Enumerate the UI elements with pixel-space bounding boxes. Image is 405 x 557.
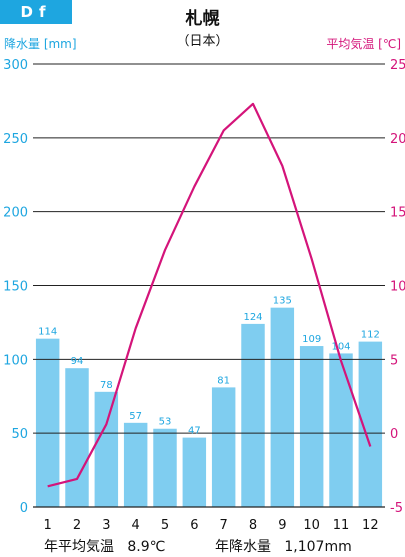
precip-bar-4	[123, 422, 148, 507]
x-tick-label: 4	[132, 518, 140, 533]
x-tick-label: 7	[220, 518, 228, 533]
precip-value-label: 81	[217, 375, 230, 386]
precip-bar-7	[211, 387, 236, 507]
right-tick-label: 0	[390, 427, 398, 442]
right-tick-label: 5	[390, 353, 398, 368]
precip-bar-12	[358, 341, 383, 507]
x-tick-label: 10	[303, 518, 320, 533]
precip-bar-5	[153, 428, 177, 507]
left-tick-label: 100	[3, 353, 28, 368]
precip-bar-9	[270, 307, 295, 507]
chart-subtitle: （日本）	[176, 34, 229, 49]
x-tick-label: 5	[161, 518, 169, 533]
left-tick-label: 150	[3, 280, 28, 295]
right-tick-label: 10	[390, 280, 405, 295]
precip-bar-11	[329, 353, 353, 507]
left-axis-label: 降水量 [mm]	[4, 37, 77, 51]
right-axis-label: 平均気温 [℃]	[326, 37, 401, 51]
precip-value-label: 47	[188, 426, 201, 437]
annual-precip-value: 1,107mm	[284, 539, 352, 555]
climate-type-label: Df	[20, 3, 52, 21]
left-tick-label: 250	[3, 132, 28, 147]
annual-temp-label: 年平均気温	[44, 539, 114, 555]
temperature-line	[47, 102, 372, 488]
annual-temp-value: 8.9℃	[127, 539, 166, 555]
precip-value-label: 109	[302, 334, 321, 345]
chart-title: 札幌	[185, 9, 220, 29]
precip-value-label: 124	[243, 312, 262, 323]
right-tick-label: 15	[390, 206, 405, 221]
annual-precip-label: 年降水量	[215, 539, 271, 555]
precip-bar-1	[35, 338, 60, 507]
right-tick-label: 25	[390, 58, 405, 73]
precip-value-label: 78	[100, 380, 113, 391]
precip-bar-8	[241, 323, 265, 507]
left-tick-label: 50	[11, 427, 28, 442]
precip-bar-2	[65, 368, 89, 507]
precip-value-label: 135	[273, 296, 292, 307]
precip-value-label: 94	[71, 356, 84, 367]
right-tick-label: 20	[390, 132, 405, 147]
precip-bar-3	[94, 391, 119, 507]
left-tick-label: 0	[20, 501, 28, 516]
precip-value-label: 57	[129, 411, 142, 422]
x-tick-label: 11	[333, 518, 350, 533]
right-tick-label: -5	[390, 501, 403, 516]
precip-value-label: 114	[38, 327, 57, 338]
annual-temp-summary: 年平均気温 8.9℃	[44, 536, 165, 556]
left-tick-label: 200	[3, 206, 28, 221]
x-tick-label: 3	[102, 518, 110, 533]
climate-type-badge: Df	[0, 0, 72, 24]
annual-precip-summary: 年降水量 1,107mm	[215, 536, 352, 556]
precip-bar-6	[182, 437, 207, 507]
x-tick-label: 9	[278, 518, 286, 533]
x-tick-label: 8	[249, 518, 257, 533]
x-tick-label: 2	[73, 518, 81, 533]
x-tick-label: 12	[362, 518, 379, 533]
left-tick-label: 300	[3, 58, 28, 73]
precip-value-label: 112	[361, 330, 380, 341]
x-tick-label: 1	[44, 518, 52, 533]
precip-value-label: 53	[159, 417, 172, 428]
x-tick-label: 6	[190, 518, 198, 533]
precip-value-label: 104	[331, 341, 350, 352]
precip-bar-10	[299, 346, 324, 507]
